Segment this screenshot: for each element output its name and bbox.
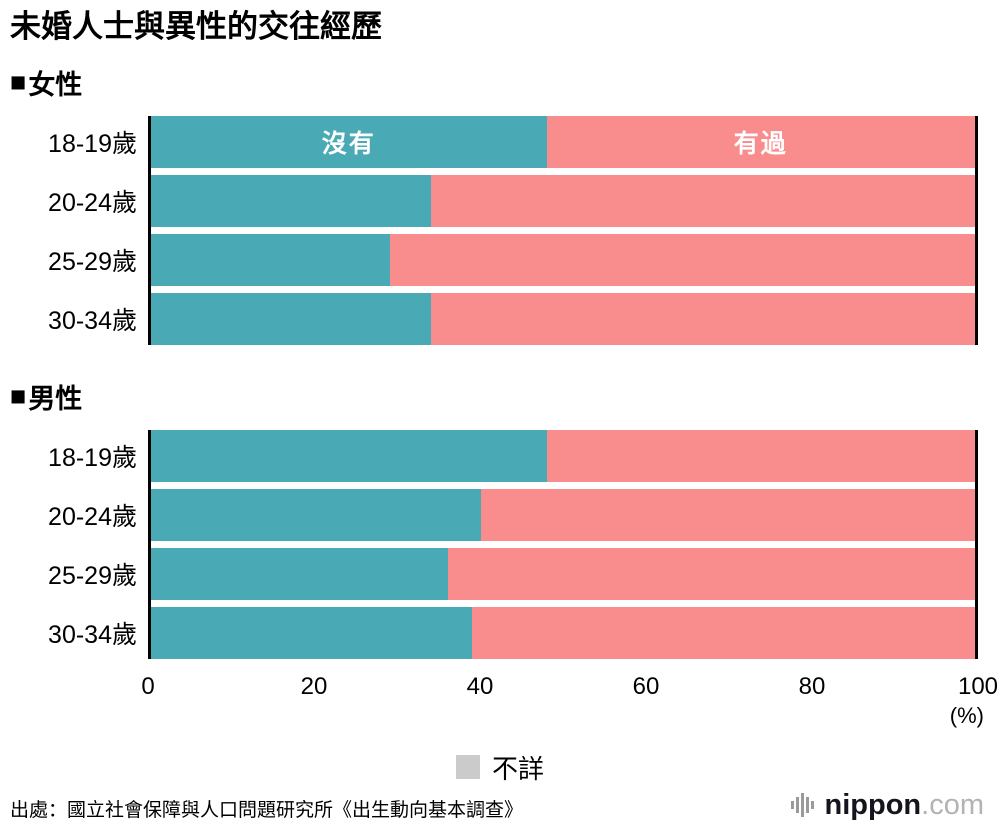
bar-segment-had — [546, 429, 975, 482]
axis-tick: 80 — [798, 672, 826, 700]
chart-title: 未婚人士與異性的交往經歷 — [10, 9, 382, 44]
axis-unit-label: (%) — [949, 702, 984, 728]
bar-segment-had — [431, 174, 975, 227]
bar-segment-had — [447, 547, 975, 600]
nippon-logo-icon — [790, 793, 814, 817]
chart-section-women: ■ 女性 18-19歲 沒有 有過 20-24歲 25-29歲 30-34歲 — [10, 63, 990, 345]
category-label: 25-29歲 — [48, 561, 137, 590]
bar-segment-none — [151, 547, 448, 600]
section-marker: ■ — [10, 66, 27, 97]
bar-track — [151, 606, 975, 659]
axis-tick: 20 — [300, 672, 328, 700]
section-marker: ■ — [10, 380, 27, 411]
logo-name: nippon — [824, 788, 922, 821]
category-label: 30-34歲 — [48, 620, 137, 649]
bar-segment-none — [151, 606, 473, 659]
legend-label-unknown: 不詳 — [491, 753, 544, 784]
section-title-women: ■ 女性 — [10, 63, 990, 102]
series-label: 沒有 — [321, 129, 376, 158]
legend: 不詳 — [10, 749, 990, 786]
bar-row: 18-19歲 — [48, 429, 975, 482]
source-text: 出處：國立社會保障與人口問題研究所《出生動向基本調查》 — [10, 800, 524, 821]
category-label: 30-34歲 — [48, 306, 137, 335]
nippon-logo: nippon.com — [790, 788, 984, 822]
bar-track — [151, 292, 975, 345]
charts-container: ■ 女性 18-19歲 沒有 有過 20-24歲 25-29歲 30-34歲 ■ 男性 18-19歲… — [10, 63, 990, 659]
axis-tick: 0 — [141, 672, 155, 700]
bar-track — [151, 547, 975, 600]
bar-segment-had: 有過 — [546, 115, 975, 168]
bar-segment-none — [151, 174, 432, 227]
bar-segment-none — [151, 292, 432, 345]
series-label: 有過 — [733, 129, 788, 158]
bar-segment-had — [472, 606, 975, 659]
nippon-logo-text: nippon.com — [825, 789, 984, 822]
axis-tick: 40 — [466, 672, 494, 700]
chart-men: 18-19歲 20-24歲 25-29歲 30-34歲 — [48, 429, 978, 659]
category-label: 20-24歲 — [48, 502, 137, 531]
category-label: 25-29歲 — [48, 247, 137, 276]
axis-tick: 60 — [632, 672, 660, 700]
chart-women: 18-19歲 沒有 有過 20-24歲 25-29歲 30-34歲 — [48, 115, 978, 345]
bar-track — [151, 488, 975, 541]
bar-row: 20-24歲 — [48, 174, 975, 227]
bar-row: 25-29歲 — [48, 233, 975, 286]
category-label: 18-19歲 — [48, 129, 137, 158]
bar-row: 18-19歲 沒有 有過 — [48, 115, 975, 168]
bar-track — [151, 429, 975, 482]
bar-segment-had — [480, 488, 975, 541]
section-title-men: ■ 男性 — [10, 377, 990, 416]
chart-section-men: ■ 男性 18-19歲 20-24歲 25-29歲 30-34歲 — [10, 377, 990, 659]
bar-segment-had — [431, 292, 975, 345]
bar-segment-none — [151, 233, 390, 286]
bar-track — [151, 174, 975, 227]
section-label: 女性 — [28, 69, 83, 100]
bar-segment-none: 沒有 — [151, 115, 547, 168]
bar-row: 30-34歲 — [48, 292, 975, 345]
category-label: 20-24歲 — [48, 188, 137, 217]
x-axis: 0 20 40 60 80 100 — [141, 669, 998, 703]
footer: 出處：國立社會保障與人口問題研究所《出生動向基本調查》 nippon.com — [10, 788, 984, 822]
bar-row: 25-29歲 — [48, 547, 975, 600]
logo-tld: .com — [921, 788, 984, 821]
legend-swatch-unknown — [455, 755, 480, 780]
bar-segment-had — [389, 233, 975, 286]
bar-segment-none — [151, 429, 547, 482]
category-label: 18-19歲 — [48, 443, 137, 472]
bar-row: 30-34歲 — [48, 606, 975, 659]
bar-segment-none — [151, 488, 481, 541]
axis-unit-row: (%) — [148, 703, 984, 729]
bar-row: 20-24歲 — [48, 488, 975, 541]
axis-tick: 100 — [957, 672, 999, 700]
section-label: 男性 — [28, 383, 83, 414]
bar-track — [151, 233, 975, 286]
bar-track: 沒有 有過 — [151, 115, 975, 168]
